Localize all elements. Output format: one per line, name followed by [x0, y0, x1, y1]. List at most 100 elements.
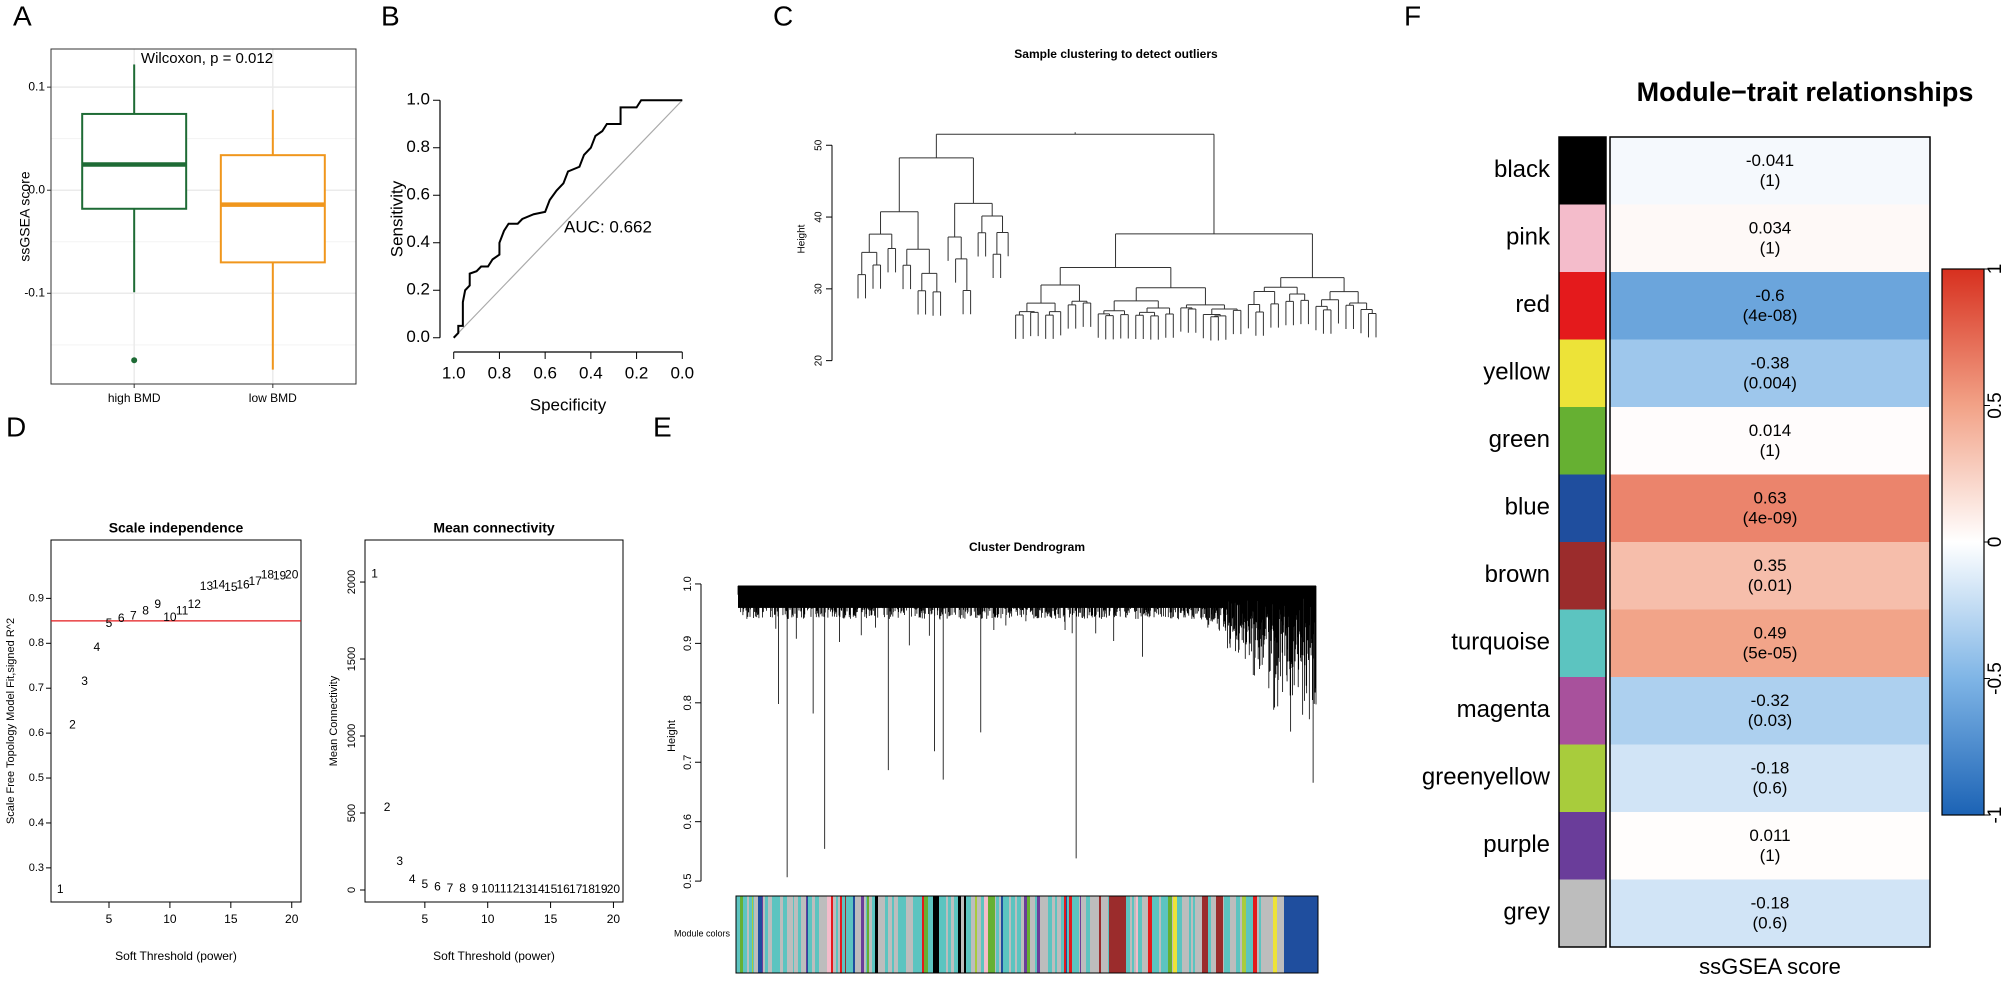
- module-color: [875, 896, 879, 973]
- module-color: [779, 896, 781, 973]
- module-color: [765, 896, 769, 973]
- module-color: [1306, 896, 1310, 973]
- module-color: [1108, 896, 1110, 973]
- chart-title: Cluster Dendrogram: [969, 540, 1085, 554]
- module-color: [872, 896, 876, 973]
- strip-border: [735, 895, 1319, 974]
- module-color: [1035, 896, 1038, 973]
- y-tick-label: 0.9: [682, 636, 694, 651]
- module-color: [1228, 896, 1231, 973]
- module-color: [763, 896, 766, 973]
- plot-box: [50, 539, 302, 903]
- module-color: [888, 896, 893, 973]
- module-color: [884, 896, 886, 973]
- module-color: [1277, 896, 1281, 973]
- y-tick-label: 1.0: [406, 90, 430, 109]
- cell: [1610, 272, 1930, 340]
- chart-title: Sample clustering to detect outliers: [1014, 47, 1218, 61]
- module-color: [1009, 896, 1012, 973]
- module-color: [1072, 896, 1077, 973]
- module-color: [1145, 896, 1149, 973]
- module-color: [1037, 896, 1041, 973]
- module-color: [1163, 896, 1168, 973]
- chart-title: Scale independence: [109, 520, 244, 536]
- module-color: [918, 896, 923, 973]
- module-color: [1172, 896, 1174, 973]
- module-color: [1118, 896, 1123, 973]
- module-color: [1161, 896, 1163, 973]
- panel-letter: A: [13, 0, 32, 31]
- colorbar-tick-label: -0.5: [1985, 662, 2006, 695]
- module-color: [808, 896, 813, 973]
- module-color: [758, 896, 763, 973]
- module-color: [1096, 896, 1100, 973]
- point-label: 3: [396, 854, 403, 868]
- colorbar: [1941, 268, 1985, 816]
- point-label: 16: [556, 882, 570, 896]
- cell-value: 0.63: [1753, 489, 1786, 508]
- x-tick-label: 0.8: [488, 363, 512, 382]
- point-label: 7: [130, 609, 137, 623]
- y-tick-label: 0.6: [682, 814, 694, 829]
- module-color: [815, 896, 818, 973]
- module-color: [1007, 896, 1010, 973]
- module-color: [1236, 896, 1241, 973]
- cell-pvalue: (0.6): [1753, 914, 1788, 933]
- point-label: 18: [582, 882, 596, 896]
- module-color: [1030, 896, 1035, 973]
- y-tick-label: 0.7: [29, 682, 44, 694]
- module-color: [1079, 896, 1081, 973]
- cell-value: -0.18: [1751, 759, 1790, 778]
- y-tick-label: 1000: [346, 724, 358, 748]
- module-color: [1205, 896, 1209, 973]
- module-color: [1168, 896, 1173, 973]
- row-swatch: [1559, 272, 1606, 340]
- y-tick-label: 50: [814, 139, 825, 151]
- point-label: 9: [154, 597, 161, 611]
- point-label: 2: [384, 800, 391, 814]
- module-color: [1066, 896, 1068, 973]
- module-color: [999, 896, 1002, 973]
- y-tick-label: 0.7: [682, 755, 694, 770]
- module-color: [1023, 896, 1025, 973]
- module-color: [776, 896, 780, 973]
- module-color: [1134, 896, 1137, 973]
- module-color: [780, 896, 784, 973]
- module-color: [1211, 896, 1214, 973]
- module-color: [1104, 896, 1109, 973]
- module-color: [958, 896, 962, 973]
- module-color: [793, 896, 795, 973]
- module-color: [1017, 896, 1022, 973]
- y-tick-label: 0.8: [29, 637, 44, 649]
- x-tick-label: 15: [544, 912, 558, 926]
- x-tick-label: 5: [106, 912, 113, 926]
- y-axis-label: Height: [797, 224, 808, 253]
- module-color: [988, 896, 990, 973]
- row-swatch: [1559, 609, 1606, 677]
- module-color: [1086, 896, 1090, 973]
- cell-value: 0.011: [1749, 826, 1790, 845]
- module-color: [1198, 896, 1202, 973]
- module-color: [1313, 896, 1316, 973]
- module-color: [1048, 896, 1053, 973]
- point-label: 4: [93, 640, 100, 654]
- point-label: 17: [569, 882, 583, 896]
- cell-pvalue: (1): [1760, 846, 1781, 865]
- module-color: [804, 896, 807, 973]
- module-color: [823, 896, 828, 973]
- annotation: Wilcoxon, p = 0.012: [141, 50, 273, 67]
- cell: [1610, 812, 1930, 880]
- module-color: [789, 896, 794, 973]
- module-color: [1126, 896, 1131, 973]
- module-color: [1303, 896, 1307, 973]
- x-axis-label: Soft Threshold (power): [115, 949, 237, 963]
- module-color: [990, 896, 992, 973]
- chart-title: Mean connectivity: [433, 520, 555, 536]
- module-color: [736, 896, 741, 973]
- module-color: [1265, 896, 1270, 973]
- point-label: 5: [106, 616, 113, 630]
- row-swatch: [1559, 339, 1606, 407]
- y-axis-label: Height: [666, 720, 678, 752]
- cell-pvalue: (0.6): [1753, 779, 1788, 798]
- module-color: [989, 896, 991, 973]
